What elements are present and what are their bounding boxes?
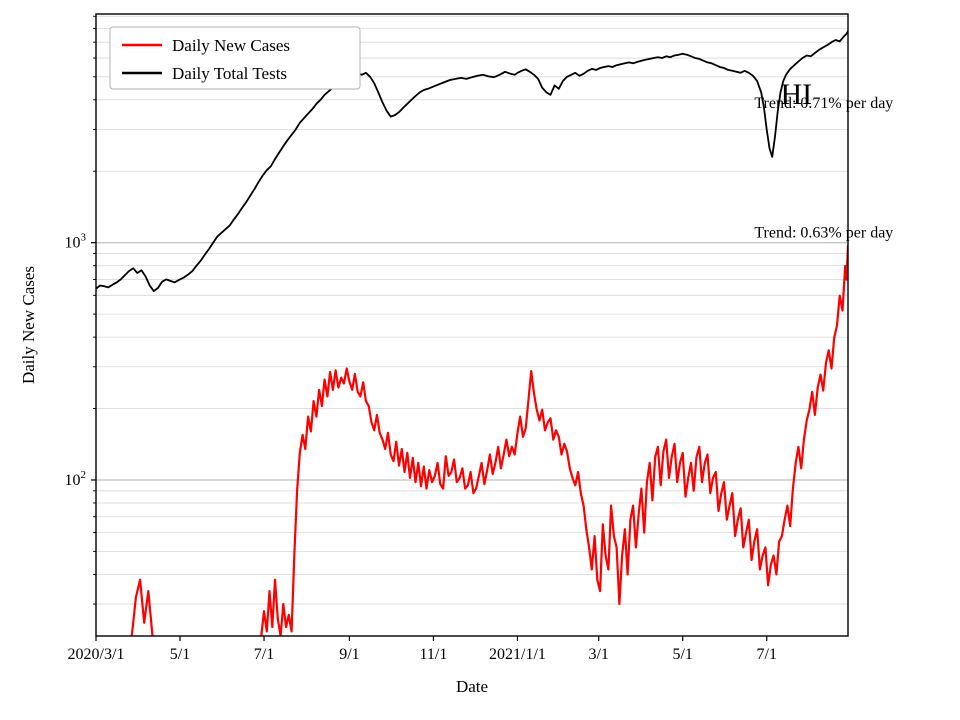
x-tick-label: 3/1	[588, 646, 608, 663]
annotation-trend-0-71-per-day: Trend: 0.71% per day	[754, 95, 893, 112]
x-tick-label: 2021/1/1	[489, 646, 546, 663]
legend: Daily New Cases Daily Total Tests	[109, 26, 361, 90]
legend-label: Daily New Cases	[172, 36, 290, 55]
grid-layer	[96, 15, 848, 605]
annotation-hi: HI	[781, 78, 813, 111]
x-tick-label: 7/1	[254, 646, 274, 663]
x-tick-label: 9/1	[339, 646, 359, 663]
annotation-trend-0-63-per-day: Trend: 0.63% per day	[754, 225, 893, 242]
legend-box	[109, 26, 361, 90]
series-daily-total-tests	[96, 30, 848, 292]
x-tick-label: 2020/3/1	[68, 646, 125, 663]
x-tick-label: 5/1	[170, 646, 190, 663]
y-tick-label: 103	[65, 232, 87, 252]
legend-label: Daily Total Tests	[172, 64, 287, 83]
series-daily-new-cases	[130, 244, 848, 636]
tick-layer: 2020/3/1 5/1 7/1 9/1 11/1 2021/1/1 3/1 5/1 7/1 10…	[65, 15, 777, 663]
x-tick-label: 5/1	[672, 646, 692, 663]
y-axis-label: Daily New Cases	[19, 266, 38, 384]
x-axis-label: Date	[456, 677, 488, 696]
y-tick-label: 102	[65, 469, 87, 489]
axes-layer	[95, 13, 849, 637]
plot-border	[95, 13, 849, 637]
x-tick-label: 11/1	[420, 646, 448, 663]
series-layer	[96, 30, 848, 636]
x-tick-label: 7/1	[757, 646, 777, 663]
